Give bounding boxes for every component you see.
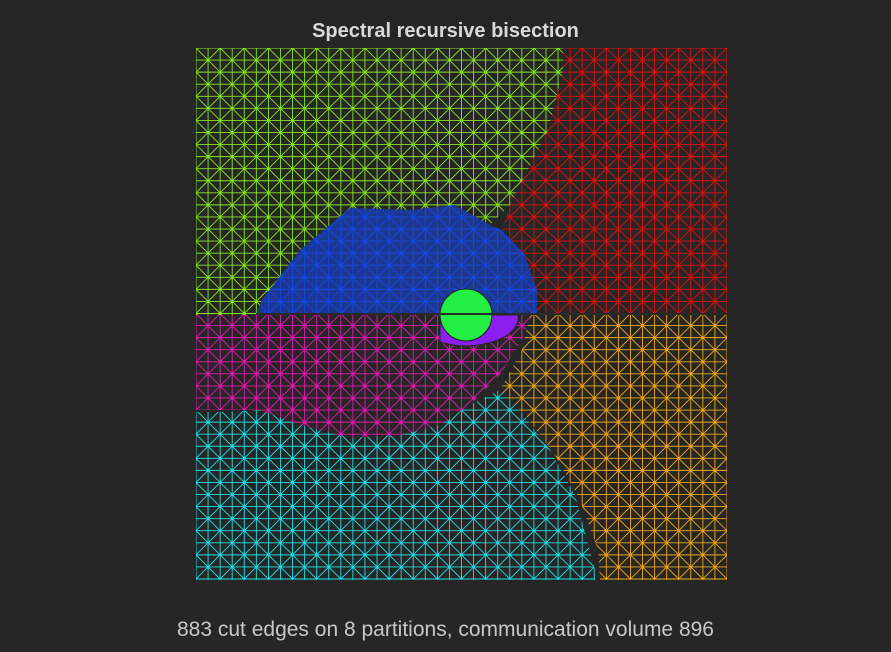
partition-orange bbox=[500, 315, 727, 580]
cross-divider bbox=[256, 313, 727, 315]
figure-title: Spectral recursive bisection bbox=[312, 20, 579, 42]
partition-summary: 883 cut edges on 8 partitions, communica… bbox=[177, 618, 714, 641]
